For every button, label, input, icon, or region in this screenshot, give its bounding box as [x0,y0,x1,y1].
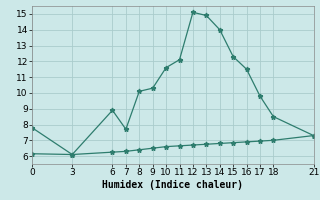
X-axis label: Humidex (Indice chaleur): Humidex (Indice chaleur) [102,180,243,190]
